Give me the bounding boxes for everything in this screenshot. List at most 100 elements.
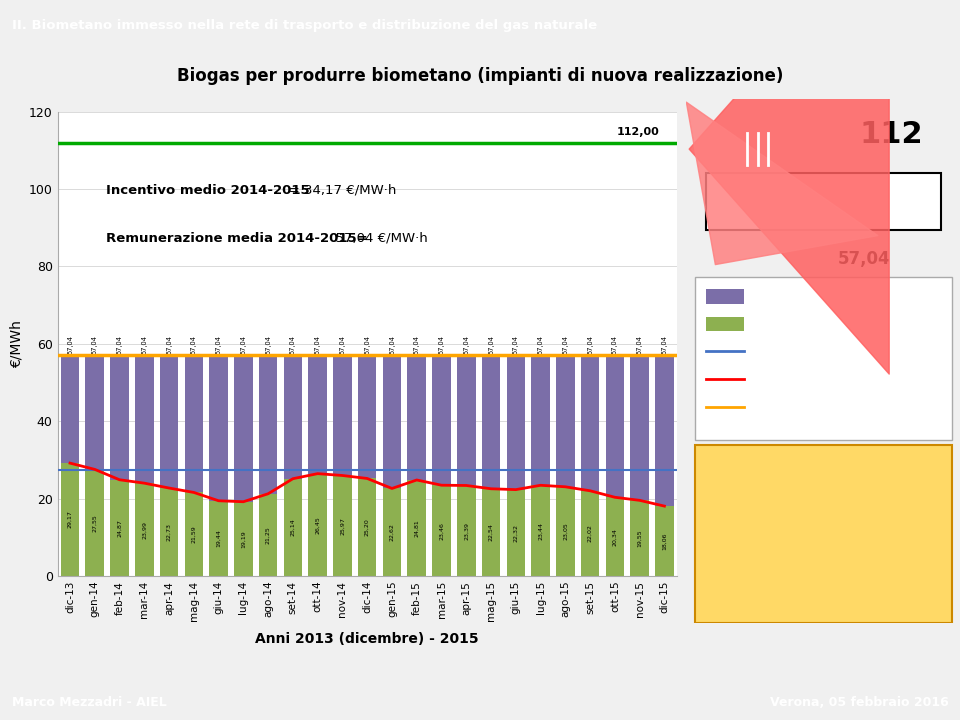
Bar <box>60 463 80 576</box>
Text: sul mercato: sul mercato <box>840 490 909 500</box>
X-axis label: Anni 2013 (dicembre) - 2015: Anni 2013 (dicembre) - 2015 <box>255 632 479 646</box>
Text: 57,04: 57,04 <box>191 335 197 354</box>
Text: 22,54: 22,54 <box>489 523 493 541</box>
Text: 19,55: 19,55 <box>637 529 642 547</box>
Text: 57,04: 57,04 <box>588 335 593 354</box>
FancyBboxPatch shape <box>695 277 951 440</box>
Bar <box>159 355 179 488</box>
Text: 112: 112 <box>860 120 924 149</box>
Bar <box>631 355 649 500</box>
Bar <box>556 487 575 576</box>
Text: Prezzo vendita gas  €/MWh: Prezzo vendita gas €/MWh <box>755 318 896 328</box>
Text: 23,46: 23,46 <box>439 522 444 539</box>
Bar <box>507 355 525 490</box>
Bar <box>383 355 401 488</box>
Text: Remunerazione media 2014-2015=: Remunerazione media 2014-2015= <box>106 232 368 245</box>
Bar <box>507 490 525 576</box>
Text: 57,04: 57,04 <box>538 335 543 354</box>
Text: 18,06: 18,06 <box>661 532 667 550</box>
Text: 23,39: 23,39 <box>464 522 468 540</box>
Text: ex novo: ex novo <box>837 464 886 473</box>
Bar <box>407 355 426 480</box>
FancyBboxPatch shape <box>706 289 744 304</box>
Text: 25,20: 25,20 <box>365 518 370 536</box>
Bar <box>482 355 500 489</box>
Text: €/MW·h: €/MW·h <box>859 189 924 203</box>
Bar <box>209 501 228 576</box>
Text: 57,04: 57,04 <box>612 335 618 354</box>
Text: Incentivo €/MWh: Incentivo €/MWh <box>755 291 842 301</box>
Bar <box>259 355 277 494</box>
Text: 22,02: 22,02 <box>588 524 592 542</box>
Bar <box>333 355 351 475</box>
Text: 57,04: 57,04 <box>166 335 172 354</box>
FancyBboxPatch shape <box>695 445 951 623</box>
FancyArrowPatch shape <box>689 0 889 374</box>
Bar <box>159 488 179 576</box>
Bar <box>308 355 327 474</box>
Bar <box>135 355 154 483</box>
Bar <box>581 491 599 576</box>
Bar <box>60 355 80 463</box>
Text: 57,04: 57,04 <box>240 335 247 354</box>
Bar <box>234 502 252 576</box>
Text: 22,62: 22,62 <box>390 523 395 541</box>
Text: 20,34: 20,34 <box>612 528 617 546</box>
Text: 25,14: 25,14 <box>290 518 296 536</box>
Bar <box>581 355 599 491</box>
Text: Biogas per produrre biometano (impianti di nuova realizzazione): Biogas per produrre biometano (impianti … <box>177 67 783 85</box>
Bar <box>358 355 376 479</box>
Bar <box>556 355 575 487</box>
Text: 57,04: 57,04 <box>513 335 518 354</box>
Bar <box>259 494 277 576</box>
Text: 21,25: 21,25 <box>266 526 271 544</box>
Bar <box>383 488 401 576</box>
Text: 23,05: 23,05 <box>563 523 568 540</box>
FancyBboxPatch shape <box>706 317 744 331</box>
Text: 57,04: 57,04 <box>464 335 469 354</box>
Bar <box>283 479 302 576</box>
Bar <box>209 355 228 501</box>
Y-axis label: €/MWh: €/MWh <box>10 320 23 368</box>
Text: 57,04: 57,04 <box>563 335 568 354</box>
Text: 57,04: 57,04 <box>265 335 271 354</box>
Text: 112,00: 112,00 <box>616 127 660 137</box>
Text: Incentivo medio 2014-2015: Incentivo medio 2014-2015 <box>106 184 310 197</box>
Bar <box>283 355 302 479</box>
Bar <box>482 489 500 576</box>
Text: 57,04: 57,04 <box>141 335 147 354</box>
Text: 57,04: 57,04 <box>290 335 296 354</box>
FancyBboxPatch shape <box>706 173 941 230</box>
Text: 57,04 €/MW·h: 57,04 €/MW·h <box>106 232 428 245</box>
Text: 57,04: 57,04 <box>389 335 395 354</box>
Text: d.m. 6 luglio 2012 (o rifiuti): d.m. 6 luglio 2012 (o rifiuti) <box>703 567 856 577</box>
Bar <box>358 479 376 576</box>
Text: = 34,17 €/MW·h: = 34,17 €/MW·h <box>106 184 396 197</box>
Text: 57,04: 57,04 <box>414 335 420 354</box>
Text: 57,04: 57,04 <box>216 335 222 354</box>
Bar <box>308 474 327 576</box>
Text: 57,04: 57,04 <box>364 335 371 354</box>
Text: 19,19: 19,19 <box>241 530 246 548</box>
Bar <box>457 485 475 576</box>
Text: Sottoprodotti tabella 1A: Sottoprodotti tabella 1A <box>703 540 836 550</box>
Text: 24,87: 24,87 <box>117 519 122 537</box>
Text: 22,73: 22,73 <box>166 523 172 541</box>
Bar <box>606 355 624 498</box>
Text: 57,04: 57,04 <box>116 335 123 354</box>
Bar <box>457 355 475 485</box>
Text: Prezzo mensile €/MWh: Prezzo mensile €/MWh <box>755 374 873 384</box>
Text: Remunerazione: Remunerazione <box>756 194 890 209</box>
Bar <box>432 485 451 576</box>
Text: 57,04: 57,04 <box>340 335 346 354</box>
Text: 27,55: 27,55 <box>92 514 97 531</box>
Bar <box>234 355 252 502</box>
Bar <box>85 469 104 576</box>
Bar <box>531 355 550 485</box>
Text: 501÷1.000 Sm³ BM/h: 501÷1.000 Sm³ BM/h <box>703 516 823 526</box>
Bar <box>531 485 550 576</box>
Text: 21,59: 21,59 <box>191 526 197 543</box>
Text: Prezzo annuale €/MWh: Prezzo annuale €/MWh <box>755 346 874 356</box>
Bar <box>110 480 129 576</box>
Text: Marco Mezzadri - AIEL: Marco Mezzadri - AIEL <box>12 696 166 709</box>
